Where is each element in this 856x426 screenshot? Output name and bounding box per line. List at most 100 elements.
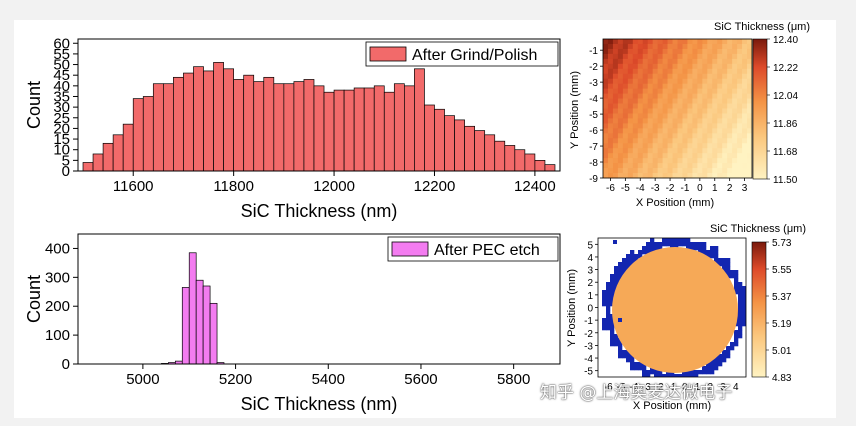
map1-cell xyxy=(647,138,654,144)
map2-edge-cell xyxy=(622,270,627,275)
map1-cell xyxy=(662,158,668,164)
map1-cell xyxy=(672,98,678,104)
map1-cell xyxy=(747,148,753,154)
grind-bar xyxy=(504,145,516,172)
map1-cell xyxy=(722,158,728,164)
map1-cell xyxy=(712,103,718,109)
map1-cell xyxy=(612,63,619,70)
map1-cell xyxy=(732,48,738,55)
map2-edge-cell xyxy=(610,314,615,319)
map2-edge-cell xyxy=(686,370,691,375)
map1-cell xyxy=(603,93,609,99)
map1-cell xyxy=(692,133,698,139)
map1-cell xyxy=(687,98,693,104)
map2-colorbar-tick-label: 4.83 xyxy=(772,373,792,384)
map2-edge-cell xyxy=(618,274,623,279)
map1-cell xyxy=(603,78,609,85)
map2-colorbar-tick-label: 5.55 xyxy=(772,265,792,276)
map2-y-tick-label: -3 xyxy=(584,341,593,352)
map2-edge-cell xyxy=(690,242,695,247)
pec-bar xyxy=(202,285,211,365)
map1-cell xyxy=(727,88,733,95)
map2-edge-cell xyxy=(610,286,615,291)
map1-cell xyxy=(603,108,609,114)
map1-y-tick-label: -8 xyxy=(589,158,598,169)
map1-cell xyxy=(717,68,723,75)
map1-cell xyxy=(707,73,713,80)
map1-cell xyxy=(657,168,663,174)
map1-cell xyxy=(702,58,708,65)
map1-cell xyxy=(617,78,624,85)
grind-bar xyxy=(454,119,465,172)
map2-edge-cell xyxy=(690,370,695,375)
map1-cell xyxy=(747,58,753,65)
map1-cell xyxy=(617,108,624,114)
map2-edge-cell xyxy=(614,342,619,347)
map1-cell xyxy=(637,88,644,95)
map1-cell xyxy=(727,123,733,129)
map2-edge-cell xyxy=(614,274,619,279)
map2-edge-cell xyxy=(638,254,643,259)
map1-cell xyxy=(682,138,688,144)
map2-colorbar-tick-label: 5.73 xyxy=(772,238,792,249)
map2-colorbar-tick-label: 5.37 xyxy=(772,292,792,303)
map1-cell xyxy=(712,88,718,95)
map1-cell xyxy=(732,133,738,139)
map1-cell xyxy=(657,48,663,55)
map1-cell xyxy=(702,113,708,119)
map2-edge-cell xyxy=(726,270,731,275)
map1-cell xyxy=(682,68,688,75)
map1-cell xyxy=(622,168,629,174)
map1-cell xyxy=(657,143,663,149)
map1-cell xyxy=(637,103,644,109)
map2-edge-cell xyxy=(626,354,631,359)
map1-cell xyxy=(727,78,733,85)
map1-cell xyxy=(737,118,743,124)
map1-cell xyxy=(622,39,629,45)
map1-cell xyxy=(642,63,649,70)
map1-cell xyxy=(742,43,748,50)
map2-x-tick-label: 4 xyxy=(733,382,739,393)
map1-cell xyxy=(682,43,688,50)
map1-cell xyxy=(647,123,654,129)
map1-cell xyxy=(692,53,698,60)
map1-cell xyxy=(742,118,748,124)
map1-cell xyxy=(727,83,733,90)
map1-cell xyxy=(662,148,668,154)
map1-cell xyxy=(732,78,738,85)
map1-cell xyxy=(747,168,753,174)
map1-cell xyxy=(722,138,728,144)
map1-cell xyxy=(742,143,748,149)
map2-edge-cell xyxy=(618,354,623,359)
map1-cell xyxy=(672,73,678,80)
grind-y-tick-label: 5 xyxy=(62,152,70,169)
map1-cell xyxy=(637,83,644,90)
map1-cell xyxy=(627,143,634,149)
map1-cell xyxy=(617,88,624,95)
grind-histogram: 11600 11800 12000 12200 12400051015202530354… xyxy=(24,35,561,221)
map1-cell xyxy=(722,108,728,114)
map2-edge-cell xyxy=(730,346,735,351)
map1-cell xyxy=(672,123,678,129)
map2-edge-cell xyxy=(666,242,671,247)
map2-edge-cell xyxy=(658,374,663,377)
map1-cell xyxy=(732,153,738,159)
map1-cell xyxy=(627,113,634,119)
map1-cell xyxy=(667,128,673,134)
map1-cell xyxy=(747,173,753,179)
map1-cell xyxy=(722,39,728,45)
map2-edge-cell xyxy=(726,346,731,351)
map2-edge-cell xyxy=(662,242,667,247)
map2-edge-cell xyxy=(626,254,631,259)
map2-edge-cell xyxy=(706,254,711,259)
map1-cell xyxy=(677,108,683,114)
map1-colorbar xyxy=(752,38,768,180)
map1-cell xyxy=(717,133,723,139)
map1-cell xyxy=(632,73,639,80)
map1-cell xyxy=(647,158,654,164)
map1-cell xyxy=(737,138,743,144)
map1-cell xyxy=(737,133,743,139)
map2-edge-cell xyxy=(738,330,743,335)
map2-edge-cell xyxy=(630,358,635,363)
